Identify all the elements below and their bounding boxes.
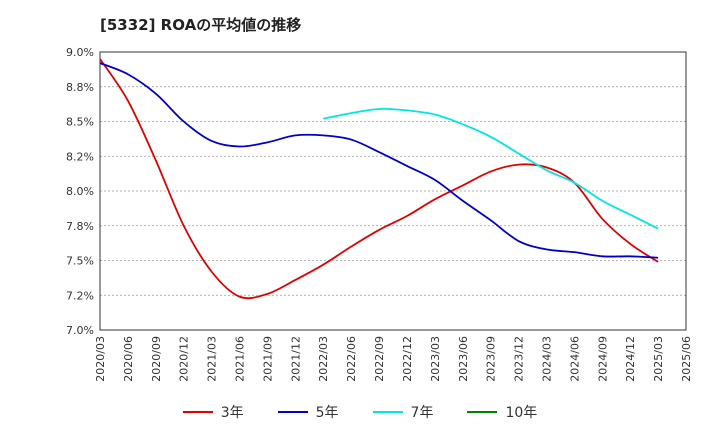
- y-tick-label: 7.0%: [66, 324, 94, 337]
- legend-item: 3年: [182, 402, 244, 422]
- x-tick-label: 2023/09: [485, 336, 498, 382]
- y-tick-label: 8.8%: [66, 81, 94, 94]
- legend-label: 10年: [505, 405, 538, 421]
- legend-swatch: [182, 411, 213, 413]
- x-tick-label: 2023/06: [457, 336, 470, 382]
- plot-frame: [99, 51, 687, 331]
- series-line-2: [323, 107, 659, 230]
- y-tick-label: 7.2%: [66, 289, 94, 302]
- x-tick-label: 2021/06: [234, 336, 247, 382]
- x-tick-label: 2022/12: [401, 336, 414, 382]
- x-tick-label: 2024/12: [624, 336, 637, 382]
- legend-item: 10年: [467, 402, 537, 422]
- x-tick-label: 2023/12: [513, 336, 526, 382]
- series-lines: [99, 58, 659, 300]
- x-tick-label: 2022/06: [345, 336, 358, 382]
- legend-label: 5年: [315, 405, 339, 421]
- x-tick-label: 2022/09: [373, 336, 386, 382]
- x-tick-label: 2022/03: [317, 336, 330, 382]
- x-tick-label: 2021/09: [261, 336, 274, 382]
- x-tick-label: 2024/09: [596, 336, 609, 382]
- x-tick-label: 2020/12: [178, 336, 191, 382]
- x-tick-label: 2023/03: [429, 336, 442, 382]
- y-tick-label: 9.0%: [66, 46, 94, 59]
- legend-label: 3年: [220, 405, 244, 421]
- y-tick-label: 8.5%: [66, 116, 94, 129]
- legend-swatch: [372, 411, 403, 413]
- y-tick-label: 7.8%: [66, 220, 94, 233]
- x-tick-label: 2021/03: [206, 336, 219, 382]
- x-axis-ticks: 2020/03 2020/06 2020/09 2020/12 2021/03 2021/…: [94, 336, 693, 382]
- legend-swatch: [467, 411, 498, 413]
- legend-swatch: [277, 411, 308, 413]
- x-tick-label: 2024/03: [540, 336, 553, 382]
- legend-label: 7年: [410, 405, 434, 421]
- x-tick-label: 2021/12: [289, 336, 302, 382]
- x-tick-label: 2020/09: [150, 336, 163, 382]
- y-tick-label: 7.5%: [66, 255, 94, 268]
- chart-title: [5332] ROAの平均値の推移: [100, 16, 302, 34]
- legend-item: 5年: [277, 402, 339, 422]
- series-line-1: [99, 62, 659, 259]
- x-tick-label: 2020/06: [122, 336, 135, 382]
- y-tick-label: 8.0%: [66, 185, 94, 198]
- legend-item: 7年: [372, 402, 434, 422]
- x-tick-label: 2025/03: [652, 336, 665, 382]
- y-axis-ticks: 7.0% 7.2% 7.5% 7.8% 8.0% 8.2% 8.5% 8.8% 9.0%: [66, 46, 94, 337]
- grid-lines: [100, 51, 686, 331]
- series-line-0: [99, 58, 659, 300]
- y-tick-label: 8.2%: [66, 150, 94, 163]
- x-tick-label: 2025/06: [680, 336, 693, 382]
- x-tick-label: 2024/06: [568, 336, 581, 382]
- legend: 3年 5年 7年 10年: [0, 402, 720, 422]
- x-tick-label: 2020/03: [94, 336, 107, 382]
